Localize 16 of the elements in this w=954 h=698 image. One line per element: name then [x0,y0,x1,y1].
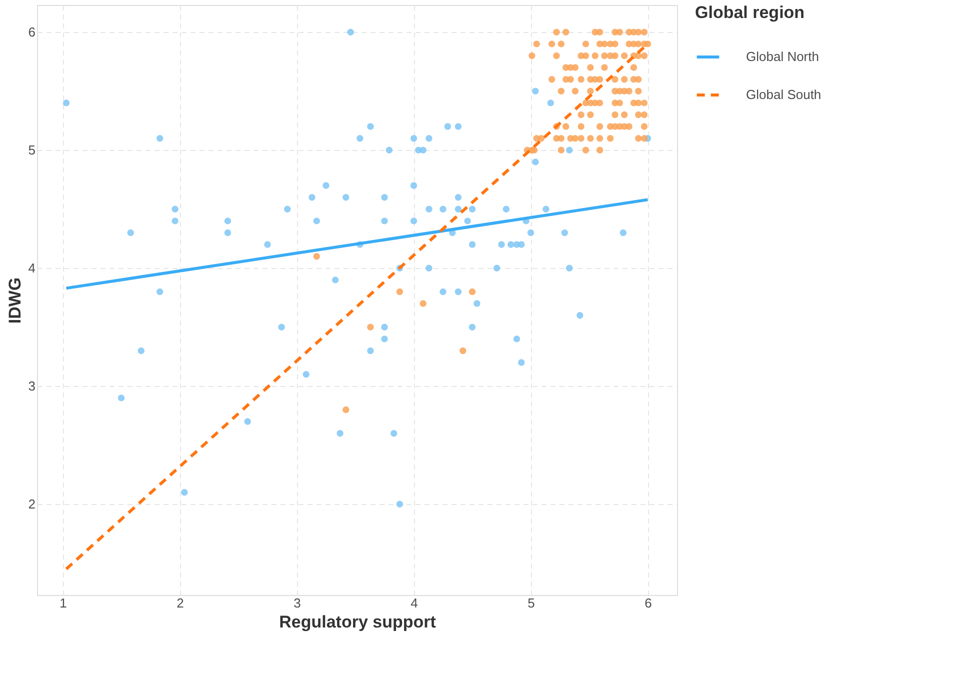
y-tick-label: 3 [28,378,36,394]
legend-label: Global North [746,49,819,64]
y-tick-label: 4 [28,260,36,276]
x-tick-label: 1 [60,596,67,610]
y-tick-label: 2 [28,496,36,512]
x-tick-label: 2 [176,596,184,610]
x-tick-label: 3 [294,596,301,610]
legend-label: Global South [746,87,822,102]
x-tick-label: 5 [528,596,535,610]
y-tick-label: 5 [28,142,36,158]
x-axis-title: Regulatory support [279,612,436,632]
x-tick-label: 6 [644,596,652,610]
y-tick-label: 6 [28,24,36,40]
x-tick-label: 4 [410,596,418,610]
legend-title: Global region [695,3,805,22]
y-axis-title: IDWG [5,277,24,324]
